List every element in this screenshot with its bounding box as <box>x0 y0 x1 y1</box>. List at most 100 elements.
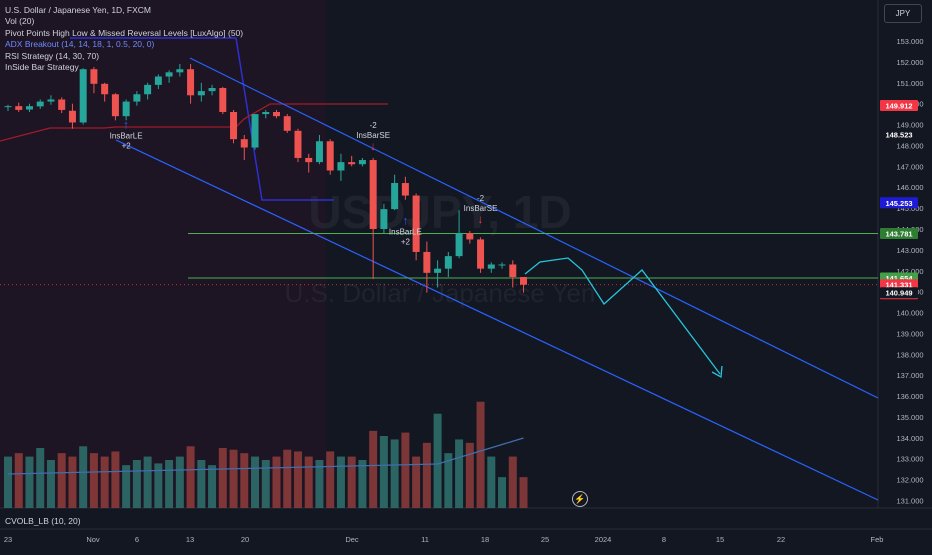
time-tick-label: 18 <box>481 535 489 544</box>
projection-path <box>524 257 721 375</box>
candle-body <box>197 91 205 96</box>
price-tick-label: 147.000 <box>896 162 923 171</box>
candle-body <box>90 69 98 84</box>
volume-bar <box>132 460 141 508</box>
volume-bar <box>315 460 324 508</box>
volume-bar <box>25 456 34 508</box>
candle-body <box>498 264 506 266</box>
volume-bar <box>79 446 88 508</box>
volume-bar <box>251 456 260 508</box>
volume-bar <box>197 460 206 508</box>
volume-bar <box>175 456 184 508</box>
price-tick-label: 151.000 <box>896 79 923 88</box>
signal-label: InsBarSE <box>356 131 390 140</box>
volume-ma-line <box>7 437 524 475</box>
candle-body <box>434 268 442 273</box>
candle-body <box>176 69 184 73</box>
candle-body <box>47 99 55 102</box>
currency-button[interactable]: JPY <box>884 4 922 23</box>
price-tick-label: 135.000 <box>896 413 923 422</box>
candle-body <box>369 160 377 229</box>
legend-inside-bar[interactable]: InSide Bar Strategy <box>5 62 79 73</box>
volume-bar <box>336 456 345 508</box>
legend-symbol[interactable]: U.S. Dollar / Japanese Yen, 1D, FXCM <box>5 5 151 15</box>
time-tick-label: 22 <box>777 535 785 544</box>
legend-pivot-points[interactable]: Pivot Points High Low & Missed Reversal … <box>5 27 244 38</box>
volume-bar <box>68 456 77 508</box>
volume-bar <box>229 449 238 508</box>
time-tick-label: 6 <box>135 535 139 544</box>
legend-rsi-strategy[interactable]: RSI Strategy (14, 30, 70) <box>5 50 100 61</box>
price-tag-label: 141.654 <box>885 274 913 283</box>
time-tick-label: 23 <box>4 535 12 544</box>
volume-bar <box>283 449 292 508</box>
price-tick-label: 146.000 <box>896 183 923 192</box>
candle-body <box>273 112 280 117</box>
volume-bar <box>261 460 270 508</box>
candle-body <box>401 183 409 196</box>
candle-body <box>154 76 162 85</box>
candle-body <box>423 251 431 273</box>
volume-bar <box>154 463 163 508</box>
candle-body <box>144 84 152 95</box>
lightning-icon[interactable]: ⚡ <box>572 491 588 507</box>
candle-body <box>4 106 12 108</box>
cvolb-legend[interactable]: CVOLB_LB (10, 20) <box>5 516 81 526</box>
price-tag <box>880 129 918 141</box>
price-tag-label: 145.253 <box>885 199 912 208</box>
candle-body <box>165 72 173 77</box>
volume-bar <box>14 453 23 508</box>
price-tick-label: 140.000 <box>896 309 923 318</box>
volume-bar <box>89 453 98 508</box>
price-tick-label: 153.000 <box>896 37 923 46</box>
candle-body <box>337 162 345 171</box>
candle-body <box>133 94 141 102</box>
price-tick-label: 134.000 <box>896 434 923 443</box>
candle-body <box>111 94 119 117</box>
signal-label: InsBarLE <box>110 131 143 140</box>
candle-body <box>412 195 420 252</box>
candle-body <box>187 69 195 96</box>
volume-bar <box>208 465 217 508</box>
candle-body <box>326 141 334 171</box>
volume-bar <box>465 442 474 508</box>
candle-body <box>251 114 259 148</box>
volume-bar <box>379 436 388 508</box>
price-tag <box>880 99 918 111</box>
price-tick-label: 145.000 <box>896 204 923 213</box>
price-tag <box>880 228 918 240</box>
time-tick-label: 13 <box>186 535 194 544</box>
volume-bar <box>498 477 507 508</box>
volume-bar <box>433 413 442 508</box>
channel-lower-line <box>115 139 879 501</box>
candle-body <box>122 101 130 117</box>
candle-body <box>79 69 87 123</box>
legend-volume[interactable]: Vol (20) <box>5 16 35 27</box>
candle-body <box>477 239 485 269</box>
volume-bar <box>508 456 517 508</box>
candle-body <box>294 130 302 158</box>
time-tick-label: 2024 <box>595 535 612 544</box>
time-tick-label: 15 <box>716 535 724 544</box>
candle-body <box>219 87 227 113</box>
legend-adx-breakout[interactable]: ADX Breakout (14, 14, 18, 1, 0.5, 20, 0) <box>5 39 155 50</box>
signal-label: InsBarLE <box>389 227 422 236</box>
price-tick-label: 142.000 <box>896 267 923 276</box>
signal-label: InsBarSE <box>464 204 498 213</box>
candle-body <box>230 112 238 140</box>
signal-qty: +2 <box>401 237 411 246</box>
candle-body <box>520 277 528 285</box>
volume-bar <box>519 477 528 508</box>
candle-body <box>358 160 366 165</box>
short-signal-arrow-icon: ↓ <box>370 139 376 153</box>
volume-bar <box>46 460 55 508</box>
time-tick-label: Nov <box>86 535 100 544</box>
time-tick-label: 11 <box>421 535 429 544</box>
time-tick-label: Feb <box>871 535 884 544</box>
time-tick-label: Dec <box>345 535 359 544</box>
price-tag-label: 149.912 <box>885 101 912 110</box>
legend: U.S. Dollar / Japanese Yen, 1D, FXCM Vol… <box>5 5 243 73</box>
candle-body <box>391 183 399 210</box>
